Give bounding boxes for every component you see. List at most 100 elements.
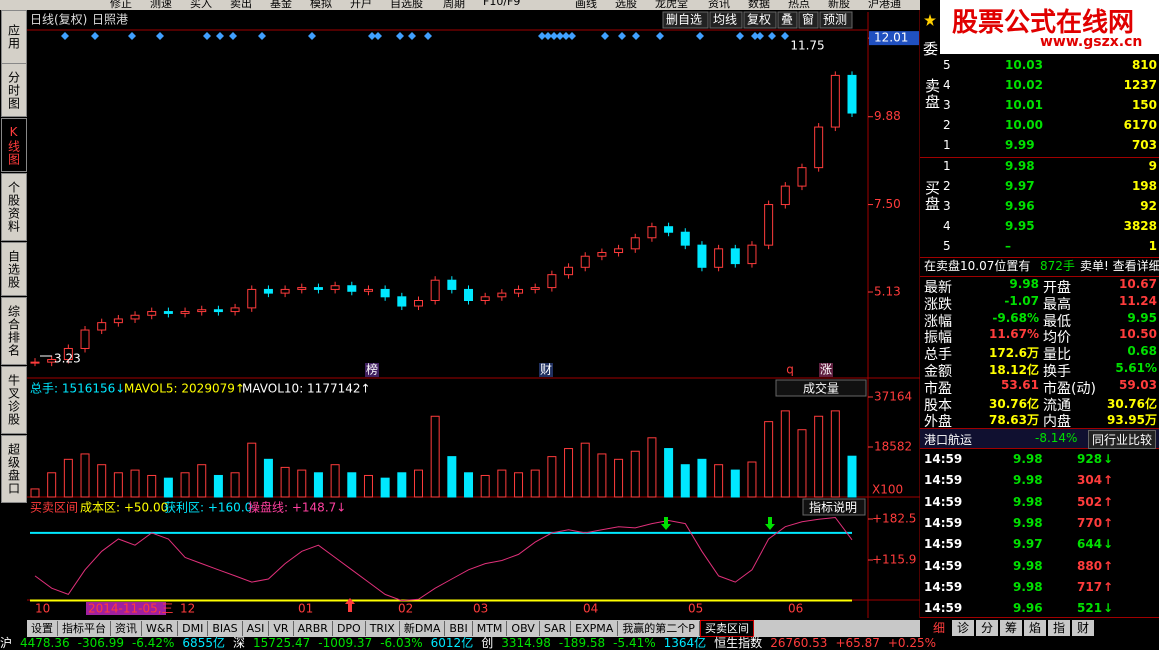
side-tab[interactable]: 分	[976, 620, 998, 636]
toolbar-button[interactable]: 修正	[110, 0, 132, 10]
sidebar-tab[interactable]: 个股资料	[1, 173, 27, 241]
stat-value: 78.63万	[989, 413, 1039, 428]
volume-bar	[497, 469, 507, 498]
candle	[447, 279, 457, 290]
side-tab[interactable]: 财	[1072, 620, 1094, 636]
indicator-tab[interactable]: DMI	[178, 621, 209, 636]
tick-time: 14:59	[924, 558, 963, 573]
x-tick-label: 05	[688, 602, 703, 616]
separator	[920, 257, 1159, 258]
chart-button[interactable]: 均线	[713, 13, 737, 27]
toolbar-button[interactable]: 卖出	[230, 0, 252, 10]
level: 1	[943, 159, 951, 173]
chart-button[interactable]: 复权	[747, 13, 771, 27]
side-tab[interactable]: 焰	[1024, 620, 1046, 636]
candle	[497, 292, 507, 298]
side-tab[interactable]: 诊	[952, 620, 974, 636]
toolbar-button[interactable]: 开户	[350, 0, 372, 10]
stat-value: 9.98	[1009, 277, 1039, 291]
toolbar-button[interactable]: 热点	[788, 0, 810, 10]
indicator-tab[interactable]: 指标平台	[58, 621, 111, 636]
signal-diamond	[408, 32, 416, 40]
selector-bg	[775, 379, 867, 397]
stat-value: 11.67%	[989, 327, 1039, 342]
volume: 1237	[1123, 78, 1157, 92]
indicator-tab[interactable]: 新DMA	[399, 621, 446, 636]
indicator-tab[interactable]: ARBR	[293, 621, 333, 636]
sell-label: 卖盘	[923, 78, 941, 110]
notice-link[interactable]: 卖单! 查看详细	[1080, 259, 1159, 273]
level: 2	[943, 118, 951, 132]
volume-bar	[514, 472, 524, 498]
candle	[597, 252, 607, 257]
chart-button[interactable]: 窗	[802, 13, 814, 27]
sidebar-tab[interactable]: 自选股	[1, 242, 27, 296]
signal-diamond	[562, 32, 570, 40]
candle	[714, 248, 724, 268]
separator	[920, 157, 1159, 158]
indicator-tab[interactable]: 资讯	[111, 621, 142, 636]
chart-button[interactable]: 删自选	[666, 13, 702, 27]
indicator-tab[interactable]: MTM	[472, 621, 508, 636]
indicator-tab[interactable]: 我赢的第二个P	[618, 621, 700, 636]
toolbar-button[interactable]: 测速	[150, 0, 172, 10]
separator	[920, 276, 1159, 277]
stat-label: 股本	[924, 397, 952, 414]
indicator-tab[interactable]: DPO	[332, 621, 366, 636]
event-marker: 财	[540, 363, 552, 377]
indicator-help[interactable]: 指标说明	[809, 500, 857, 515]
y-tick-label: 12.01	[874, 31, 908, 45]
toolbar-button[interactable]: 基金	[270, 0, 292, 10]
volume-bar	[180, 472, 190, 498]
sidebar-tab[interactable]: 应用	[1, 10, 27, 64]
marker-bg	[365, 363, 379, 377]
side-tab[interactable]: 筹	[1000, 620, 1022, 636]
sidebar-tab[interactable]: K线图	[1, 118, 27, 172]
indicator-tab[interactable]: BBI	[445, 621, 473, 636]
indicator-tab[interactable]: BIAS	[208, 621, 243, 636]
toolbar-button[interactable]: 画线	[575, 0, 597, 10]
tick-volume: 770	[1077, 515, 1103, 530]
x-tick-label: 2014-11-05,三	[88, 602, 174, 616]
indicator-tab[interactable]: 设置	[27, 621, 58, 636]
indicator-tab[interactable]: OBV	[507, 621, 540, 636]
toolbar-button[interactable]: 自选股	[390, 0, 423, 10]
indicator-tab[interactable]: 买卖区间	[699, 620, 754, 637]
indicator-tab[interactable]: W&R	[142, 621, 179, 636]
toolbar-button[interactable]: 周期	[443, 0, 465, 10]
indicator-tab[interactable]: ASI	[242, 621, 270, 636]
sidebar-tab[interactable]: 综合排名	[1, 297, 27, 365]
sidebar-tab[interactable]: 超级盘口	[1, 435, 27, 503]
volume-bar	[697, 458, 707, 498]
sidebar-tab[interactable]: 分时图	[1, 63, 27, 117]
help-bg	[802, 498, 866, 516]
toolbar-button[interactable]: 沪港通	[868, 0, 901, 10]
stat-value: 0.68	[1127, 344, 1157, 359]
toolbar-button[interactable]: 龙虎堂	[655, 0, 688, 10]
side-tab[interactable]: 指	[1048, 620, 1070, 636]
indicator-tab[interactable]: VR	[269, 621, 294, 636]
toolbar-button[interactable]: 新股	[828, 0, 850, 10]
price: –	[1005, 239, 1011, 253]
candle	[780, 185, 790, 206]
chart-button[interactable]: 预测	[823, 13, 847, 27]
button-bg	[709, 11, 743, 29]
tick-volume: 928	[1077, 452, 1103, 466]
indicator-tab[interactable]: TRIX	[365, 621, 400, 636]
volume-selector[interactable]: 成交量	[803, 381, 839, 396]
toolbar-button[interactable]: 数据	[748, 0, 770, 10]
toolbar-button[interactable]: 选股	[615, 0, 637, 10]
toolbar-button[interactable]: 资讯	[708, 0, 730, 10]
stat-label: 流通	[1043, 397, 1071, 414]
sidebar-tab[interactable]: 牛叉诊股	[1, 366, 27, 434]
toolbar-button[interactable]: F10/F9	[483, 0, 521, 8]
side-tab[interactable]: 细	[928, 620, 950, 636]
toolbar-button[interactable]: 模拟	[310, 0, 332, 10]
stat-label: 金额	[924, 364, 952, 380]
indicator-tab[interactable]: EXPMA	[571, 621, 619, 636]
signal-diamond	[751, 32, 759, 40]
chart-button[interactable]: 叠	[781, 13, 793, 27]
industry-compare[interactable]: 同行业比较	[1088, 430, 1157, 449]
indicator-tab[interactable]: SAR	[539, 621, 572, 636]
toolbar-button[interactable]: 买入	[190, 0, 212, 10]
